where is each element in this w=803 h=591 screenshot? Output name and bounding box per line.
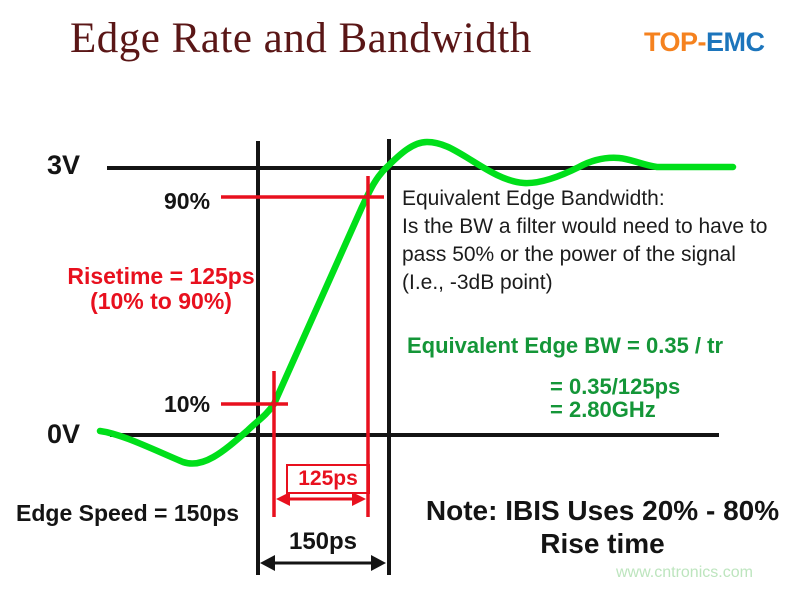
- risetime-annotation: Risetime = 125ps (10% to 90%): [35, 264, 287, 314]
- dim-125-label: 125ps: [298, 467, 358, 490]
- top-emc-logo: TOP-EMC: [644, 27, 765, 58]
- label-90pct: 90%: [164, 188, 211, 214]
- formula-result: = 0.35/125ps = 2.80GHz: [550, 375, 680, 421]
- label-0v: 0V: [47, 419, 81, 449]
- formula-edge-bw: Equivalent Edge BW = 0.35 / tr: [407, 333, 724, 358]
- logo-part-emc: EMC: [706, 27, 765, 57]
- dim-125-box: 125ps: [286, 464, 370, 494]
- bw-note-line2: Is the BW a filter would need to have to: [402, 215, 768, 238]
- bw-note-line3: pass 50% or the power of the signal: [402, 243, 736, 266]
- risetime-line1: Risetime = 125ps: [67, 263, 255, 289]
- dim-150-arrow: [260, 555, 386, 571]
- signal-curve: [96, 138, 737, 467]
- bw-note-line4: (I.e., -3dB point): [402, 271, 553, 294]
- ibis-note-line1: Note: IBIS Uses 20% - 80%: [425, 495, 780, 526]
- bandwidth-definition: Equivalent Edge Bandwidth: Is the BW a f…: [402, 185, 767, 297]
- bw-note-line1: Equivalent Edge Bandwidth:: [402, 187, 665, 210]
- formula-line3: = 2.80GHz: [550, 397, 656, 422]
- ibis-note-line2: Rise time: [540, 528, 665, 559]
- red-annotation-lines: [221, 176, 384, 517]
- risetime-line2: (10% to 90%): [90, 288, 232, 314]
- watermark: www.cntronics.com: [616, 564, 753, 581]
- dim-125-arrowheads: [276, 492, 366, 506]
- edge-speed-label: Edge Speed = 150ps: [16, 500, 240, 526]
- ibis-note: Note: IBIS Uses 20% - 80% Rise time: [402, 494, 803, 560]
- label-3v: 3V: [47, 150, 81, 180]
- slide-title: Edge Rate and Bandwidth: [70, 15, 532, 62]
- dim-150-label: 150ps: [288, 528, 358, 555]
- formula-line2: = 0.35/125ps: [550, 374, 681, 399]
- logo-part-top: TOP-: [644, 27, 707, 57]
- label-10pct: 10%: [164, 391, 211, 417]
